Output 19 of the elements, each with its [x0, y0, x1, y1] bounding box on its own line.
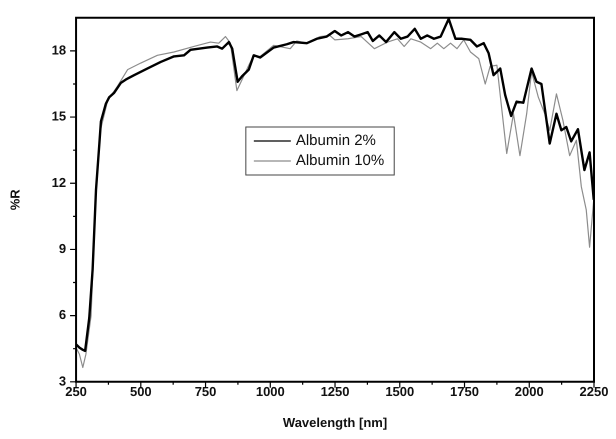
x-axis-title: Wavelength [nm]	[282, 414, 388, 430]
x-tick-label: 1000	[256, 384, 285, 400]
y-tick-label: 6	[58, 307, 66, 322]
legend-label: Albumin 2%	[296, 132, 376, 150]
y-tick-label: 18	[52, 42, 66, 58]
x-tick-label: 500	[130, 384, 152, 400]
x-tick-label: 250	[65, 384, 87, 400]
y-tick-label: 12	[52, 174, 66, 190]
x-tick-label: 1500	[385, 384, 414, 400]
x-tick-label: 750	[194, 384, 216, 400]
x-tick-label: 1750	[450, 384, 479, 400]
x-tick-label: 2000	[514, 384, 544, 400]
x-tick-label: 2250	[580, 384, 608, 400]
x-tick-label: 1250	[320, 384, 350, 400]
y-tick-label: 9	[58, 241, 66, 256]
y-tick-label: 15	[52, 108, 66, 124]
y-axis-title: %R	[7, 188, 22, 210]
y-tick-label: 3	[58, 373, 66, 388]
legend-label: Albumin 10%	[296, 152, 384, 170]
